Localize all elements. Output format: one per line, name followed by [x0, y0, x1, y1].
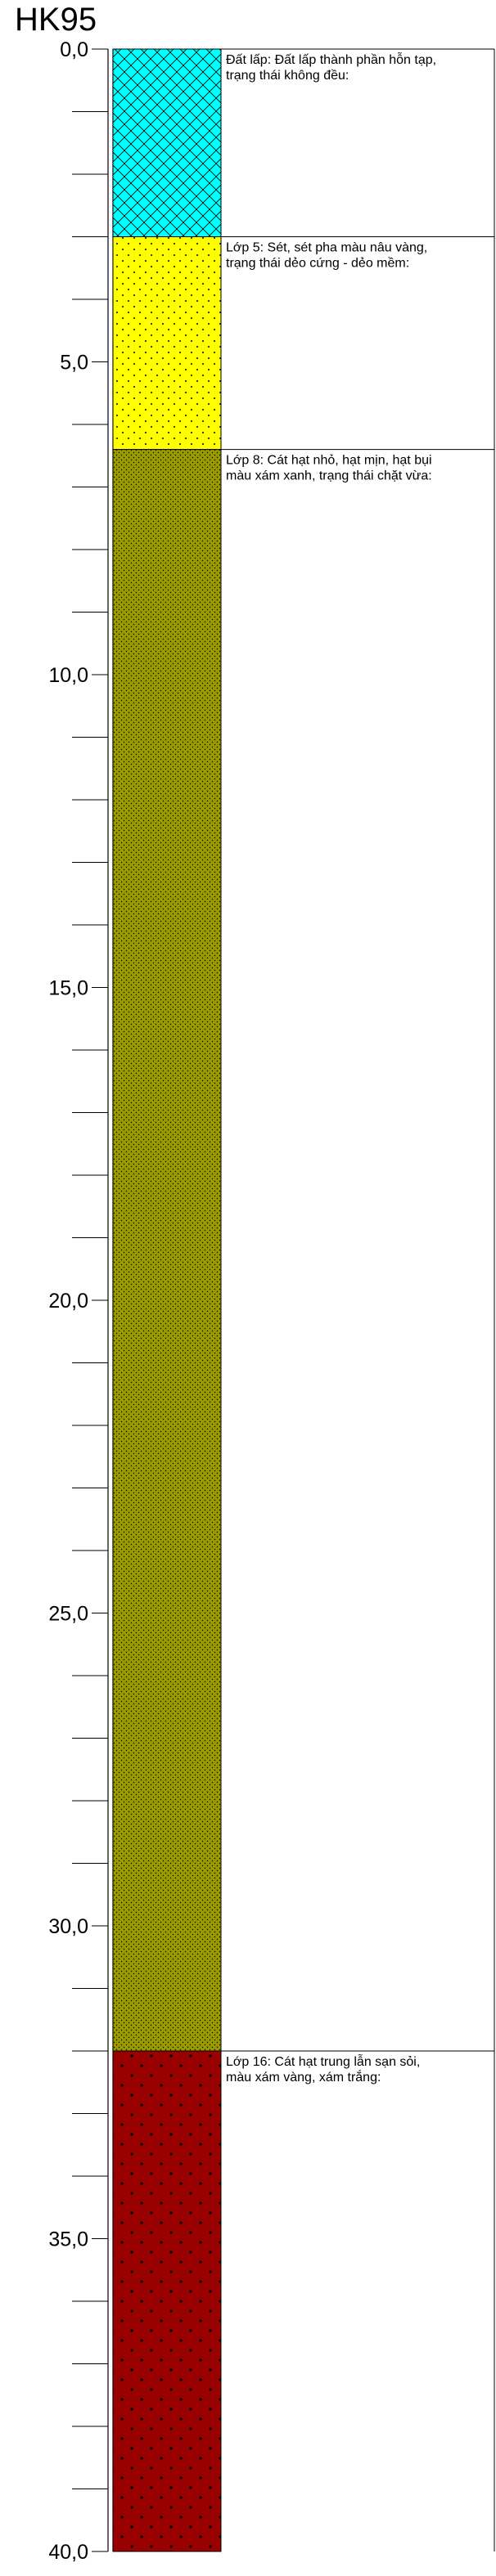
layer-pattern-layer-16	[112, 2050, 222, 2552]
depth-axis	[107, 49, 114, 2551]
depth-label: 0,0	[60, 38, 88, 61]
depth-label: 5,0	[60, 352, 88, 375]
layer-description: Lớp 8: Cát hạt nhỏ, hạt mịn, hạt bụi	[226, 454, 432, 468]
depth-label: 20,0	[48, 1290, 88, 1313]
depth-label: 10,0	[48, 664, 88, 687]
depth-label: 25,0	[48, 1603, 88, 1626]
borehole-title: HK95	[15, 2, 97, 38]
depth-label: 15,0	[48, 977, 88, 1000]
layer-pattern-layer-5	[112, 236, 222, 451]
depth-label: 40,0	[48, 2541, 88, 2564]
layer-pattern-fill	[112, 48, 222, 237]
layer-description: trạng thái dẻo cứng - dẻo mềm:	[226, 257, 409, 271]
depth-label: 35,0	[48, 2228, 88, 2251]
layer-description: màu xám vàng, xám trắng:	[226, 2069, 381, 2085]
layer-description: màu xám xanh, trạng thái chặt vừa:	[226, 469, 432, 483]
layer-description: Lớp 16: Cát hạt trung lẫn sạn sỏi,	[226, 2053, 420, 2069]
layer-description: Đất lấp: Đất lấp thành phần hỗn tạp,	[226, 52, 436, 67]
depth-label: 30,0	[48, 1915, 88, 1938]
layer-description: trạng thái không đều:	[226, 69, 349, 83]
layer-pattern-layer-8	[112, 449, 222, 2052]
layer-description: Lớp 5: Sét, sét pha màu nâu vàng,	[226, 241, 427, 255]
